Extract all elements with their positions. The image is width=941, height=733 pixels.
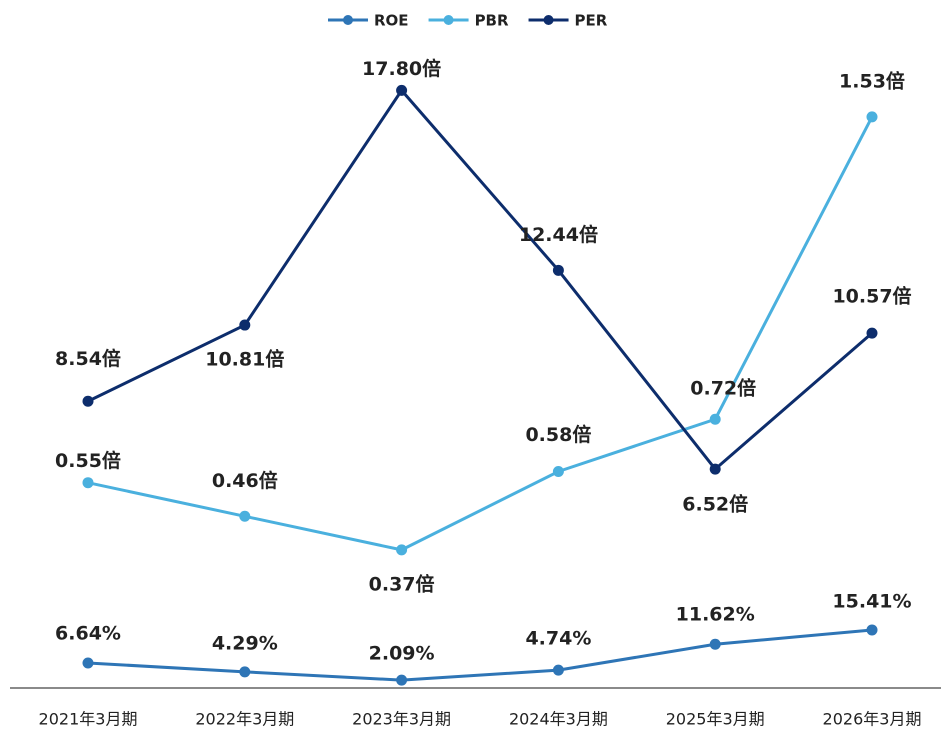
data-point [709,413,721,425]
legend-label: PER [575,12,608,30]
data-label: 0.55倍 [55,449,121,472]
data-label: 0.72倍 [690,377,756,400]
legend-marker [443,15,454,25]
data-point [239,666,251,678]
data-point [239,319,251,331]
series-line [87,87,873,472]
data-label: 4.29% [212,632,278,654]
data-point [866,624,878,636]
data-label: 8.54倍 [55,347,121,370]
data-point [866,111,878,123]
data-label: 17.80倍 [362,57,441,80]
data-point [552,664,564,676]
series-line [87,628,873,682]
data-point [709,638,721,650]
data-label: 1.53倍 [839,69,905,92]
data-point [82,477,94,489]
data-label: 2.09% [369,643,435,665]
data-label: 15.41% [832,590,911,612]
data-label: 10.81倍 [205,348,284,371]
legend-label: ROE [374,12,409,30]
data-label: 6.52倍 [682,493,748,516]
x-tick-label: 2024年3月期 [509,710,608,729]
x-tick-label: 2023年3月期 [352,710,451,729]
data-point [396,84,408,96]
x-tick-label: 2022年3月期 [195,710,294,729]
data-point [82,657,94,669]
legend-marker [543,15,554,25]
x-tick-label: 2021年3月期 [39,710,138,729]
data-label: 0.46倍 [212,469,278,492]
data-label: 12.44倍 [519,223,598,246]
data-point [709,463,721,475]
data-label: 11.62% [676,604,755,626]
data-label: 10.57倍 [832,285,911,308]
data-label: 4.74% [525,628,591,650]
x-tick-label: 2026年3月期 [823,710,922,729]
data-point [552,466,564,478]
legend-label: PBR [475,12,509,30]
data-point [396,544,408,556]
data-point [396,674,408,686]
data-point [82,395,94,407]
data-label: 0.37倍 [369,572,435,595]
data-point [552,264,564,276]
series-line [87,116,874,552]
data-label: 6.64% [55,622,121,644]
data-point [866,327,878,339]
data-label: 0.58倍 [525,423,591,446]
x-tick-label: 2025年3月期 [666,710,765,729]
data-point [239,510,251,522]
legend-marker [343,15,353,25]
